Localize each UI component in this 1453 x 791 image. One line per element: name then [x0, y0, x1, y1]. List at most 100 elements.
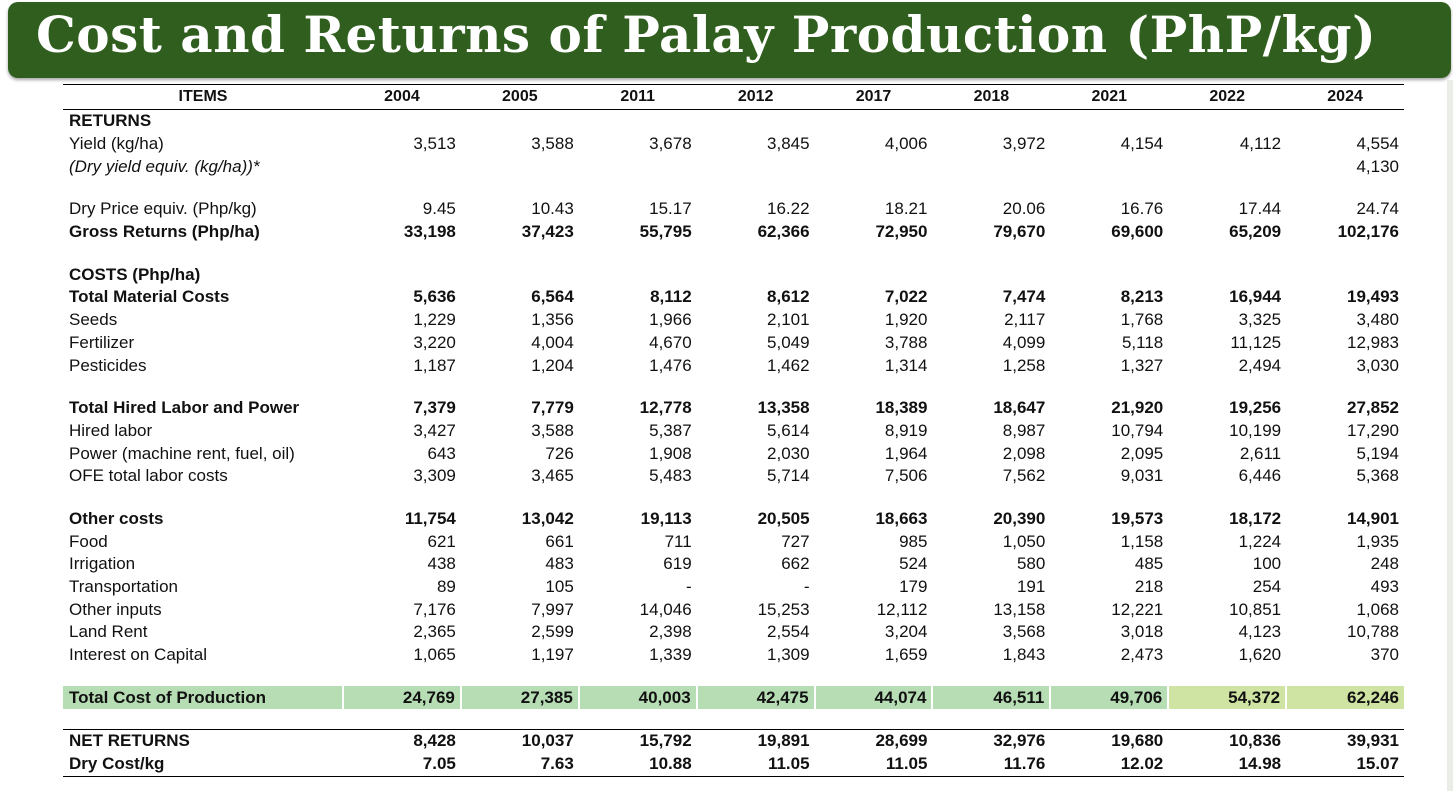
table-row: Other inputs 7,176 7,997 14,046 15,253 12,112…: [63, 598, 1404, 621]
value-cell: 89: [436, 577, 456, 597]
row-label: Total Cost of Production: [63, 686, 343, 710]
spacer-row: [63, 709, 1405, 731]
value-cell: [343, 488, 461, 508]
value-cell: 1,620: [1238, 645, 1282, 665]
value-cell: 40,003: [577, 686, 697, 710]
value-cell: 2,365: [413, 622, 456, 642]
value-cell: [460, 709, 579, 731]
value-cell: [1050, 377, 1168, 397]
value-cell: 19,573: [1111, 508, 1164, 528]
table-row: Seeds 1,229 1,356 1,966 2,101 1,920 2,117 1,768…: [63, 309, 1404, 332]
value-cell: 493: [1370, 577, 1400, 597]
value-cell: 9.45: [422, 199, 456, 219]
header-year: 2024: [1286, 84, 1405, 110]
value-cell: 7.05: [343, 752, 461, 777]
title-bar: Cost and Returns of Palay Production (Ph…: [8, 2, 1451, 78]
row-label: [63, 178, 343, 198]
value-cell: [578, 709, 697, 731]
value-cell: 16.76: [1120, 199, 1164, 219]
value-cell: 18,663: [875, 508, 928, 528]
value-cell: 10,199: [1229, 420, 1282, 440]
value-cell: 2,030: [767, 443, 810, 463]
value-cell: 62,246: [1285, 686, 1405, 710]
value-cell: 7,506: [884, 466, 928, 486]
value-cell: [814, 709, 933, 731]
value-cell: 8,112: [650, 287, 692, 307]
value-cell: 3,588: [531, 420, 574, 440]
row-label: Power (machine rent, fuel, oil): [69, 443, 295, 463]
value-cell: 10,788: [1347, 622, 1400, 642]
value-cell: [343, 178, 461, 198]
value-cell: 191: [1016, 577, 1046, 597]
row-label: Gross Returns (Php/ha): [69, 222, 260, 242]
table-row: Hired labor 3,427 3,588 5,387 5,614 8,919 8,98…: [63, 420, 1404, 443]
value-cell: 44,074: [813, 686, 933, 710]
value-cell: 619: [663, 554, 692, 574]
value-cell: [696, 709, 815, 731]
value-cell: 27,852: [1347, 398, 1400, 418]
value-cell: 12,778: [639, 398, 692, 418]
value-cell: 11.76: [932, 752, 1051, 777]
value-cell: 2,117: [1004, 310, 1046, 330]
value-cell: 5,483: [649, 466, 692, 486]
value-cell: 13,042: [521, 508, 574, 528]
value-cell: 1,258: [1002, 355, 1046, 375]
table-row: Power (machine rent, fuel, oil) 643 726 1,9…: [63, 442, 1404, 465]
value-cell: [461, 243, 579, 263]
value-cell: [815, 488, 933, 508]
spacer-row: [63, 178, 1404, 198]
value-cell: 2,611: [1239, 443, 1282, 463]
value-cell: 7.63: [460, 752, 579, 777]
cost-returns-table: ITEMS 2004 2005 2011 2012 2017 2018 2021…: [63, 84, 1405, 777]
table-row: Food 621 661 711 727 985 1,050 1,158 1,224 1,935: [63, 530, 1404, 553]
value-cell: 8,213: [1120, 287, 1164, 307]
value-cell: 17.44: [1238, 199, 1282, 219]
value-cell: 8,987: [1002, 420, 1046, 440]
value-cell: 5,049: [767, 332, 810, 352]
value-cell: 3,513: [413, 134, 456, 154]
row-label: Other costs: [69, 508, 164, 528]
value-cell: 711: [664, 531, 692, 551]
value-cell: 18,172: [1229, 508, 1282, 528]
value-cell: 13,358: [757, 398, 810, 418]
value-cell: [1050, 110, 1168, 133]
value-cell: 4,123: [1238, 622, 1282, 642]
value-cell: 5,368: [1356, 466, 1400, 486]
value-cell: 10,836: [1229, 731, 1282, 751]
value-cell: [343, 243, 461, 263]
value-cell: 10.43: [531, 199, 574, 219]
row-label: Dry Price equiv. (Php/kg): [69, 199, 257, 219]
value-cell: [1286, 709, 1405, 731]
row-label: [63, 488, 343, 508]
value-cell: [461, 110, 579, 133]
value-cell: [579, 110, 697, 133]
value-cell: [1050, 178, 1168, 198]
value-cell: 20,390: [993, 508, 1046, 528]
value-cell: [1168, 666, 1286, 686]
value-cell: [461, 263, 579, 286]
value-cell: 1,224: [1238, 531, 1282, 551]
header-items: ITEMS: [63, 84, 343, 110]
value-cell: 27,385: [459, 686, 579, 710]
value-cell: [343, 263, 461, 286]
value-cell: 105: [545, 577, 574, 597]
value-cell: [1286, 263, 1404, 286]
value-cell: [932, 709, 1051, 731]
value-cell: 6,446: [1238, 466, 1282, 486]
value-cell: 1,187: [413, 355, 456, 375]
row-label: NET RETURNS: [69, 731, 190, 751]
table-body: RETURNS Yield (kg/ha) 3,513 3,588 3,678 3,845…: [63, 110, 1405, 777]
value-cell: 5,714: [767, 466, 810, 486]
row-label: [63, 709, 343, 731]
value-cell: -: [686, 577, 692, 597]
value-cell: [579, 488, 697, 508]
header-year: 2017: [814, 84, 933, 110]
value-cell: [815, 263, 933, 286]
header-year: 2011: [578, 84, 697, 110]
value-cell: [932, 155, 1050, 178]
value-cell: 4,112: [1239, 134, 1282, 154]
table-row: Yield (kg/ha) 3,513 3,588 3,678 3,845 4,006 3,…: [63, 133, 1404, 156]
value-cell: 2,473: [1120, 645, 1164, 665]
table-row: Land Rent 2,365 2,599 2,398 2,554 3,204 3,568 3…: [63, 621, 1404, 644]
value-cell: 4,670: [649, 332, 692, 352]
